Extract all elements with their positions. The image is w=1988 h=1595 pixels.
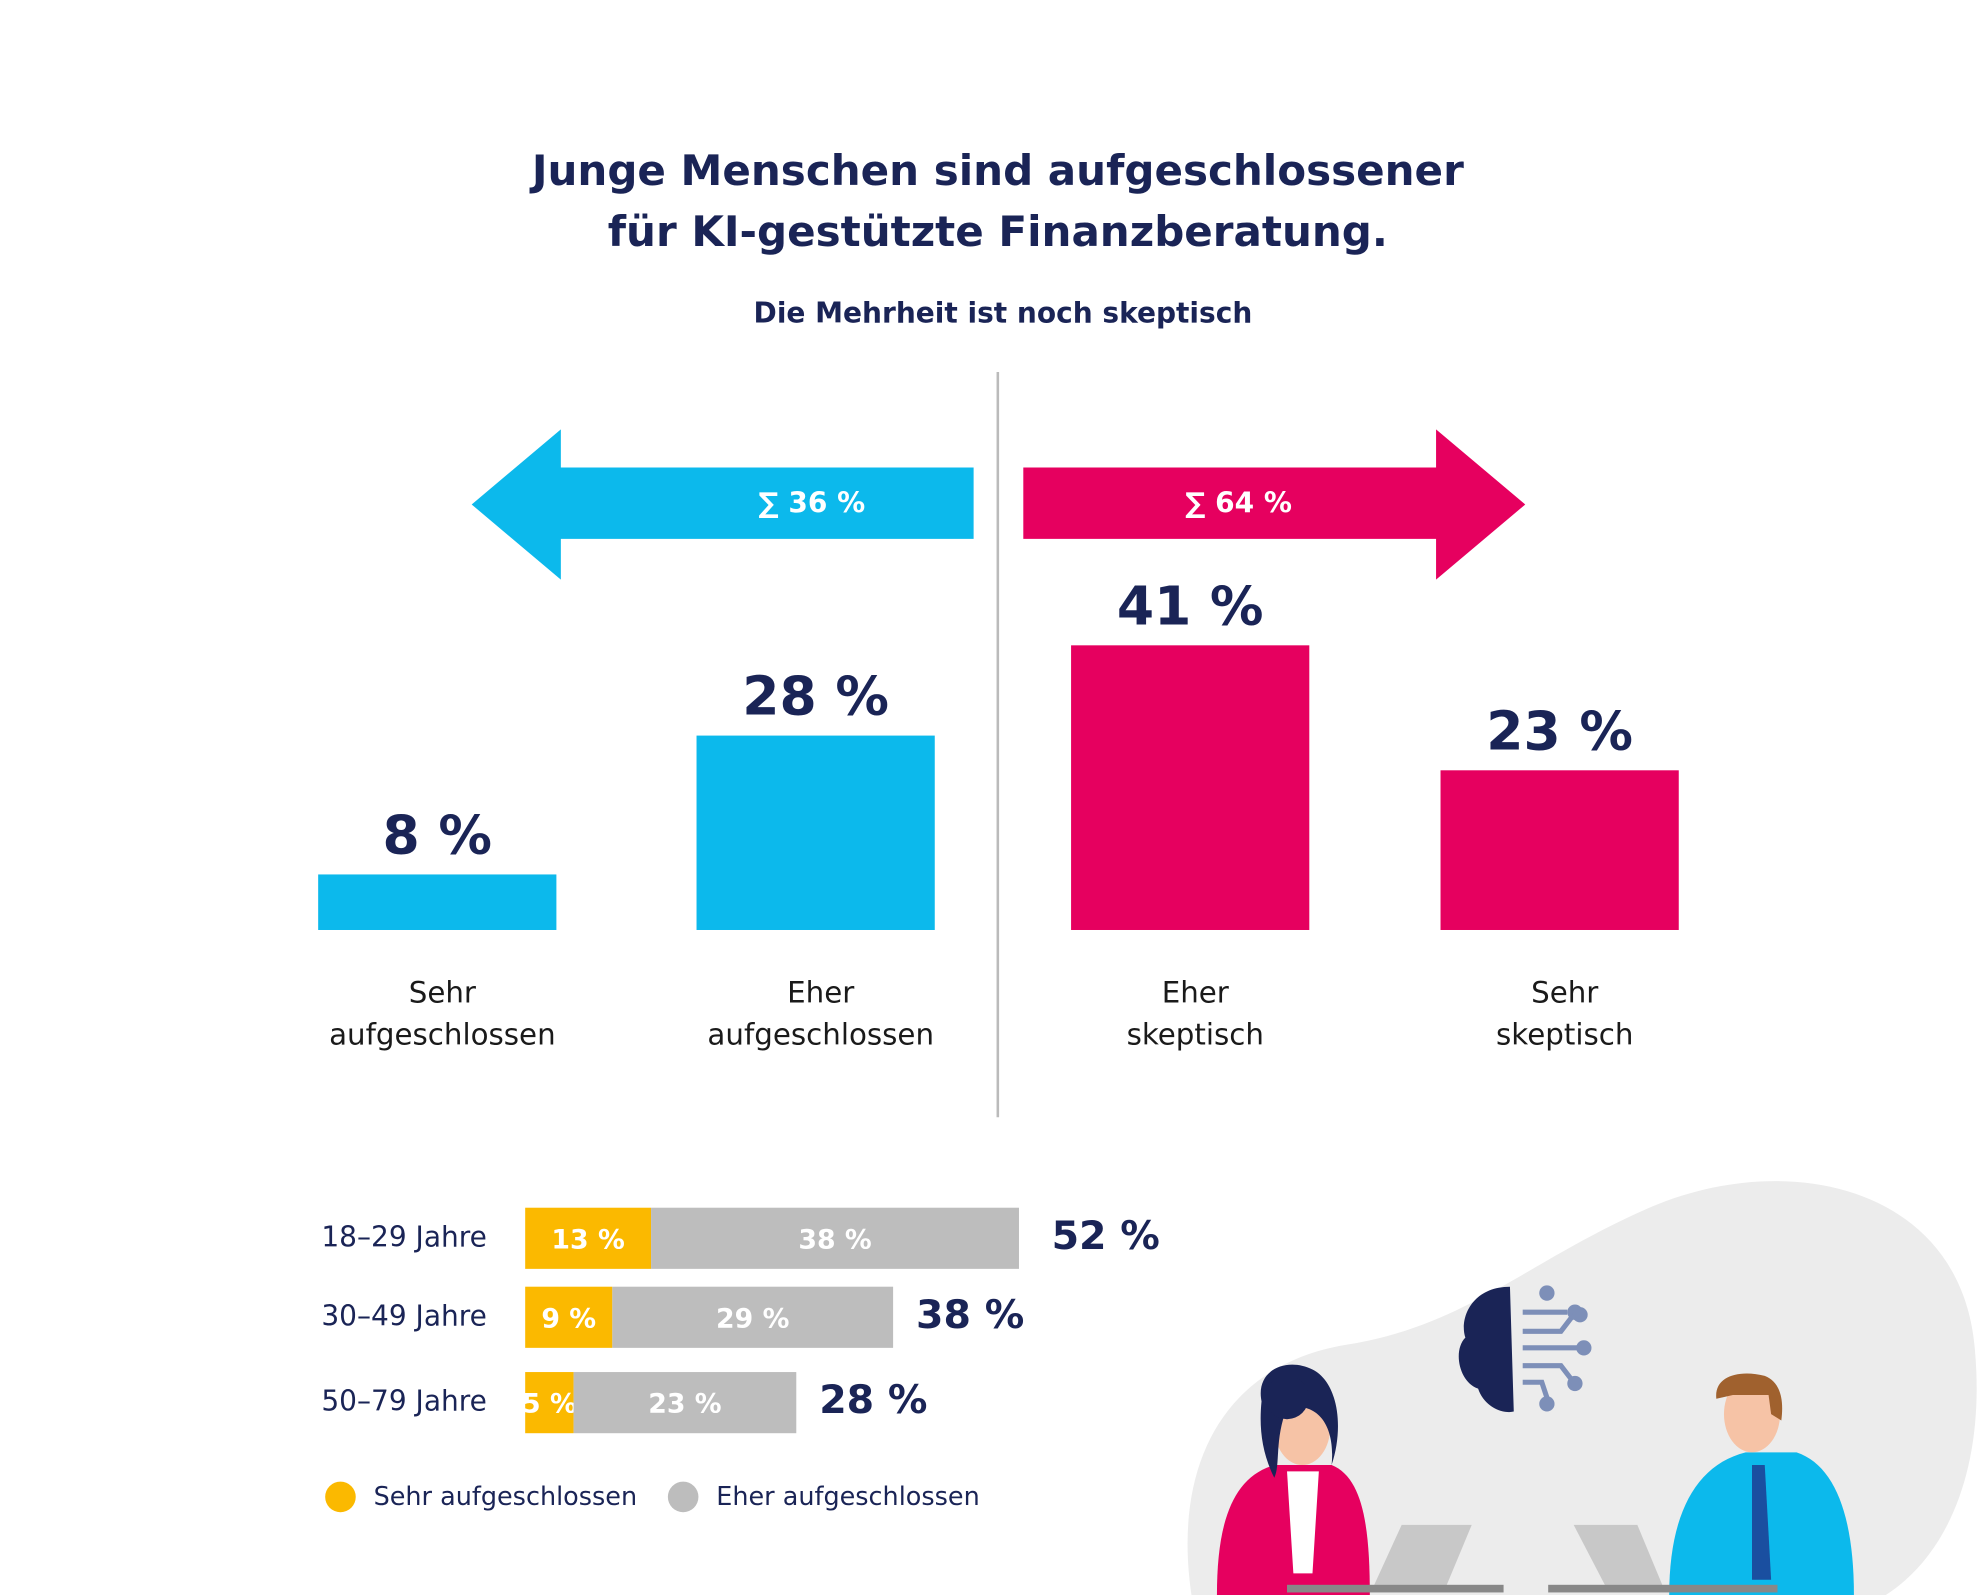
bar-segment	[612, 1286, 894, 1348]
age-label: 50–79 Jahre	[321, 1385, 487, 1418]
segment-label: 29 %	[716, 1303, 789, 1334]
value-label: 23 %	[1486, 699, 1633, 762]
legend-swatch	[325, 1481, 356, 1513]
sum-label: ∑ 36 %	[758, 486, 865, 519]
bar-segment	[651, 1207, 1019, 1269]
category-label: Sehr aufgeschlossen	[329, 975, 556, 1051]
bar	[1440, 770, 1679, 930]
sum-label: ∑ 64 %	[1185, 486, 1292, 519]
value-label: 8 %	[383, 803, 492, 866]
category-label: Sehr skeptisch	[1496, 975, 1633, 1051]
segment-label: 13 %	[551, 1224, 624, 1255]
total-label: 38 %	[916, 1292, 1024, 1338]
legend-swatch	[667, 1481, 699, 1513]
bar	[1071, 645, 1310, 930]
illustration	[1187, 1181, 1977, 1595]
bar-segment	[573, 1372, 797, 1434]
title-line: für KI-gestützte Finanzberatung.	[608, 207, 1388, 256]
age-label: 30–49 Jahre	[321, 1299, 487, 1332]
segment-label: 38 %	[798, 1224, 871, 1255]
value-label: 28 %	[742, 665, 889, 728]
legend-label: Sehr aufgeschlossen	[374, 1482, 638, 1512]
total-label: 28 %	[819, 1377, 927, 1423]
title-line: Junge Menschen sind aufgeschlossener	[529, 146, 1464, 195]
subtitle: Die Mehrheit ist noch skeptisch	[754, 297, 1253, 330]
segment-label: 23 %	[648, 1389, 721, 1420]
category-label: Eher skeptisch	[1127, 975, 1264, 1051]
bar	[696, 735, 935, 930]
total-label: 52 %	[1052, 1213, 1160, 1259]
legend-label: Eher aufgeschlossen	[716, 1482, 979, 1512]
age-label: 18–29 Jahre	[321, 1220, 487, 1253]
bar-segment	[525, 1207, 652, 1269]
sum-arrow	[1023, 429, 1526, 580]
category-label: Eher aufgeschlossen	[707, 975, 934, 1051]
bar	[318, 874, 557, 930]
segment-label: 5 %	[522, 1389, 577, 1420]
bar-segment	[525, 1372, 574, 1434]
value-label: 41 %	[1117, 574, 1264, 637]
bar-segment	[525, 1286, 613, 1348]
sum-arrow	[471, 429, 974, 580]
segment-label: 9 %	[541, 1303, 596, 1334]
